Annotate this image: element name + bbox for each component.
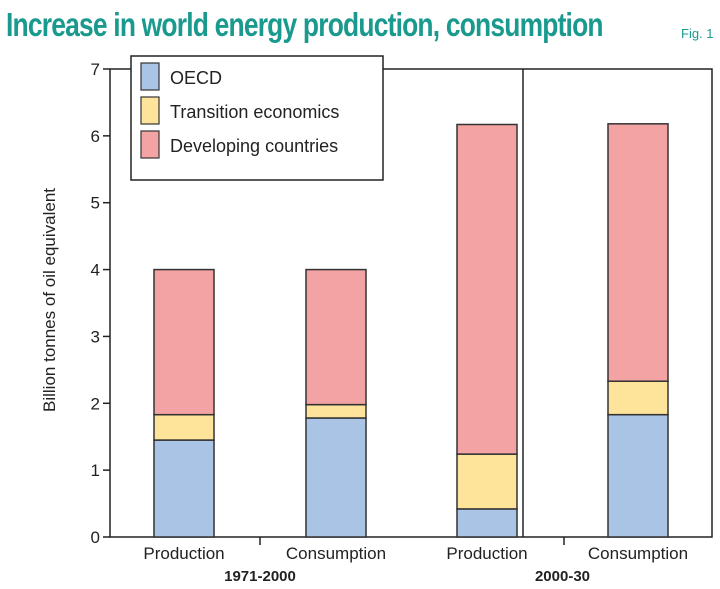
- x-group-label: 1971-2000: [224, 568, 296, 585]
- legend-label: Developing countries: [170, 136, 338, 156]
- bar-developing-countries: [456, 123, 518, 455]
- bar-transition-economics: [456, 453, 518, 510]
- x-category-label: Consumption: [588, 544, 688, 563]
- legend-swatch: [140, 130, 160, 159]
- legend-box: [130, 55, 384, 181]
- bar-oecd: [153, 439, 215, 538]
- x-category-label: Production: [143, 544, 224, 563]
- bar-transition-economics: [607, 380, 669, 416]
- y-tick-label: 4: [91, 261, 100, 280]
- x-group-label: 2000-30: [535, 568, 590, 585]
- y-tick-label: 5: [91, 194, 100, 213]
- legend-label: OECD: [170, 68, 222, 88]
- y-tick-label: 3: [91, 327, 100, 346]
- bar-oecd: [305, 417, 367, 538]
- y-tick-label: 7: [91, 60, 100, 79]
- plot-frame: [109, 68, 713, 538]
- y-tick-label: 0: [91, 528, 100, 547]
- bar-oecd: [607, 413, 669, 538]
- y-axis-label: Billion tonnes of oil equivalent: [40, 188, 59, 412]
- legend-swatch: [140, 96, 160, 125]
- figure-label: Fig. 1: [681, 26, 714, 41]
- bar-developing-countries: [607, 123, 669, 382]
- bar-transition-economics: [153, 413, 215, 441]
- bar-oecd: [456, 508, 518, 538]
- x-category-label: Production: [446, 544, 527, 563]
- legend-swatch: [140, 62, 160, 91]
- bar-developing-countries: [153, 268, 215, 416]
- chart-title: Increase in world energy production, con…: [6, 6, 604, 43]
- bar-transition-economics: [305, 403, 367, 419]
- y-tick-label: 2: [91, 394, 100, 413]
- y-tick-label: 6: [91, 127, 100, 146]
- y-tick-label: 1: [91, 461, 100, 480]
- bar-developing-countries: [305, 268, 367, 406]
- x-category-label: Consumption: [286, 544, 386, 563]
- legend-label: Transition economics: [170, 102, 339, 122]
